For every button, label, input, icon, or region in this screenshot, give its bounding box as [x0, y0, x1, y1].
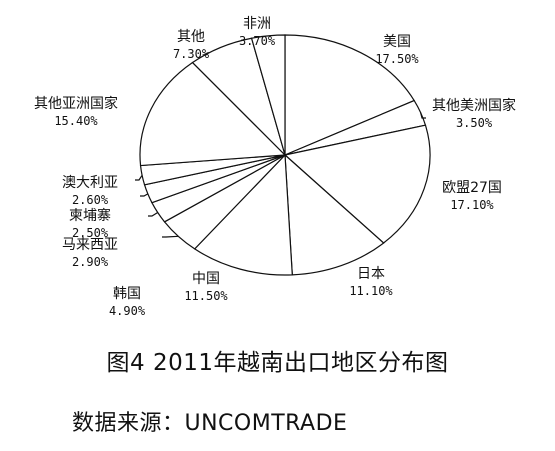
slice-name-12: 非洲: [243, 16, 271, 32]
slice-percent-5: 11.50%: [184, 289, 228, 303]
slice-percent-3: 17.10%: [450, 198, 494, 212]
slice-name-6: 韩国: [113, 286, 141, 302]
slice-percent-6: 4.90%: [109, 304, 146, 318]
slice-percent-10: 15.40%: [54, 114, 98, 128]
slice-name-8: 柬埔寨: [69, 207, 111, 224]
leader-line-7: [148, 211, 159, 217]
pie-slice-3: [283, 124, 431, 244]
slice-name-1: 美国: [383, 34, 411, 50]
slice-name-4: 日本: [357, 266, 385, 282]
slice-name-5: 中国: [192, 271, 220, 287]
pie-slices: [139, 34, 431, 276]
leader-line-2: [420, 112, 426, 119]
leader-line-8: [140, 193, 149, 197]
pie-slice-4: [284, 153, 385, 276]
slice-name-11: 其他: [177, 29, 205, 45]
slice-percent-9: 2.60%: [72, 193, 109, 207]
pie-slice-5: [193, 153, 293, 276]
pie-chart: 美国 17.50% 其他美洲国家 3.50% 欧盟27国 17.10% 日本 11.10% 中国…: [34, 16, 516, 318]
slice-name-9: 澳大利亚: [62, 175, 118, 191]
leader-line-6: [162, 235, 179, 238]
data-source: 数据来源：UNCOMTRADE: [72, 411, 348, 436]
slice-percent-12: 3.70%: [239, 34, 276, 48]
pie-slice-12: [250, 34, 286, 156]
pie-slice-1: [284, 34, 416, 156]
slice-percent-2: 3.50%: [456, 116, 493, 130]
slice-percent-8: 2.50%: [72, 226, 109, 240]
figure-caption: 图4 2011年越南出口地区分布图: [106, 350, 449, 376]
slice-labels: 美国 17.50% 其他美洲国家 3.50% 欧盟27国 17.10% 日本 11.10% 中国…: [34, 16, 516, 318]
slice-percent-11: 7.30%: [173, 47, 210, 61]
slice-name-10: 其他亚洲国家: [34, 95, 118, 112]
slice-name-7: 马来西亚: [62, 237, 118, 253]
slice-percent-4: 11.10%: [349, 284, 393, 298]
leader-lines: [135, 112, 426, 238]
pie-slice-10: [139, 61, 287, 167]
leader-line-9: [135, 174, 143, 181]
slice-name-2: 其他美洲国家: [432, 97, 516, 114]
slice-percent-7: 2.90%: [72, 255, 109, 269]
slice-name-3: 欧盟27国: [442, 180, 502, 196]
slice-percent-1: 17.50%: [375, 52, 419, 66]
